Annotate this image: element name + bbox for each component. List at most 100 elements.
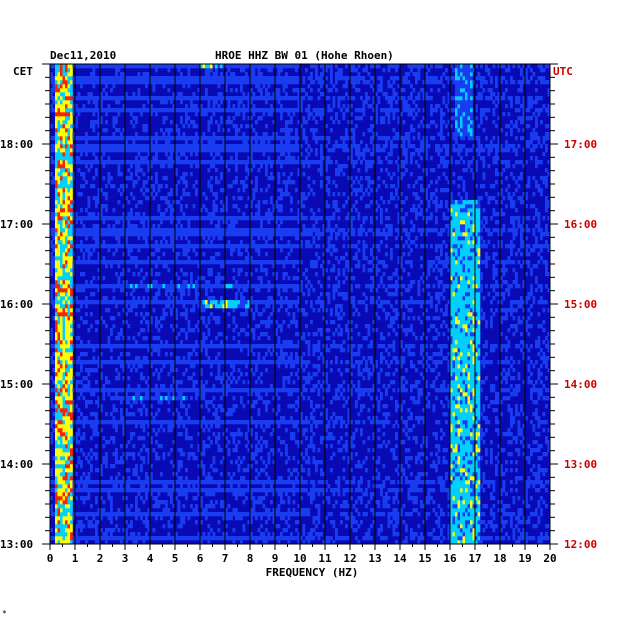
heat-cell bbox=[200, 500, 203, 505]
heat-cell bbox=[62, 380, 66, 385]
heat-cell bbox=[202, 512, 206, 517]
heat-cell bbox=[335, 360, 338, 365]
heat-cell bbox=[295, 344, 298, 349]
heat-cell bbox=[112, 464, 116, 469]
heat-cell bbox=[52, 380, 56, 385]
heat-cell bbox=[182, 504, 186, 509]
heat-cell bbox=[110, 420, 113, 425]
heat-cell bbox=[520, 404, 523, 409]
heat-cell bbox=[197, 344, 201, 349]
heat-cell bbox=[95, 400, 98, 405]
heat-cell bbox=[192, 328, 196, 333]
heat-cell bbox=[440, 540, 443, 545]
heat-cell bbox=[300, 464, 303, 469]
heat-cell bbox=[332, 452, 336, 457]
heat-cell bbox=[212, 360, 216, 365]
heat-cell bbox=[507, 340, 511, 345]
heat-cell bbox=[225, 336, 228, 341]
heat-cell bbox=[522, 316, 526, 321]
heat-cell bbox=[405, 420, 408, 425]
heat-cell bbox=[547, 344, 551, 349]
heat-cell bbox=[255, 344, 258, 349]
heat-cell bbox=[477, 532, 481, 537]
heat-cell bbox=[360, 408, 363, 413]
heat-cell bbox=[70, 408, 73, 413]
heat-cell bbox=[247, 440, 251, 445]
heat-cell bbox=[362, 492, 366, 497]
heat-cell bbox=[65, 500, 68, 505]
heat-cell bbox=[95, 368, 98, 373]
heat-cell bbox=[197, 464, 201, 469]
heat-cell bbox=[347, 396, 351, 401]
heat-cell bbox=[60, 432, 63, 437]
heat-cell bbox=[65, 352, 68, 357]
heat-cell bbox=[395, 468, 398, 473]
heat-cell bbox=[125, 504, 128, 509]
heat-cell bbox=[235, 460, 238, 465]
heat-cell bbox=[477, 444, 481, 449]
heat-cell bbox=[390, 324, 393, 329]
heat-cell bbox=[100, 536, 103, 541]
heat-cell bbox=[240, 460, 243, 465]
heat-cell bbox=[232, 336, 236, 341]
heat-cell bbox=[265, 488, 268, 493]
heat-cell bbox=[125, 304, 128, 309]
heat-cell bbox=[467, 396, 471, 401]
heat-cell bbox=[237, 456, 241, 461]
heat-cell bbox=[77, 396, 81, 401]
heat-cell bbox=[477, 392, 481, 397]
heat-cell bbox=[100, 408, 103, 413]
heat-cell bbox=[462, 516, 466, 521]
heat-cell bbox=[372, 368, 376, 373]
heat-cell bbox=[475, 468, 478, 473]
heat-cell bbox=[257, 376, 261, 381]
heat-cell bbox=[67, 380, 71, 385]
heat-cell bbox=[395, 432, 398, 437]
heat-cell bbox=[180, 388, 183, 393]
heat-cell bbox=[100, 364, 103, 369]
heat-cell bbox=[395, 312, 398, 317]
heat-cell bbox=[470, 432, 473, 437]
heat-cell bbox=[425, 308, 428, 313]
heat-cell bbox=[147, 328, 151, 333]
heat-cell bbox=[465, 364, 468, 369]
heat-cell bbox=[97, 480, 101, 485]
heat-cell bbox=[325, 328, 328, 333]
heat-cell bbox=[312, 484, 316, 489]
heat-cell bbox=[240, 304, 243, 309]
heat-cell bbox=[380, 492, 383, 497]
heat-cell bbox=[392, 372, 396, 377]
heat-cell bbox=[175, 380, 178, 385]
heat-cell bbox=[232, 328, 236, 333]
heat-cell bbox=[300, 392, 303, 397]
heat-cell bbox=[272, 348, 276, 353]
heat-cell bbox=[512, 392, 516, 397]
heat-cell bbox=[392, 316, 396, 321]
heat-cell bbox=[317, 492, 321, 497]
heat-cell bbox=[142, 512, 146, 517]
heat-cell bbox=[195, 388, 198, 393]
heat-cell bbox=[325, 408, 328, 413]
heat-cell bbox=[307, 468, 311, 473]
heat-cell bbox=[477, 356, 481, 361]
heat-cell bbox=[472, 540, 476, 545]
heat-cell bbox=[470, 484, 473, 489]
heat-cell bbox=[207, 420, 211, 425]
heat-cell bbox=[507, 428, 511, 433]
heat-cell bbox=[177, 388, 181, 393]
heat-cell bbox=[107, 496, 111, 501]
heat-cell bbox=[190, 420, 193, 425]
heat-cell bbox=[180, 512, 183, 517]
heat-cell bbox=[465, 444, 468, 449]
heat-cell bbox=[140, 388, 143, 393]
heat-cell bbox=[115, 476, 118, 481]
heat-cell bbox=[547, 536, 551, 541]
heat-cell bbox=[402, 468, 406, 473]
heat-cell bbox=[500, 472, 503, 477]
heat-cell bbox=[132, 396, 136, 401]
heat-cell bbox=[415, 336, 418, 341]
heat-cell bbox=[117, 372, 121, 377]
heat-cell bbox=[532, 524, 536, 529]
heat-cell bbox=[442, 432, 446, 437]
heat-cell bbox=[525, 532, 528, 537]
